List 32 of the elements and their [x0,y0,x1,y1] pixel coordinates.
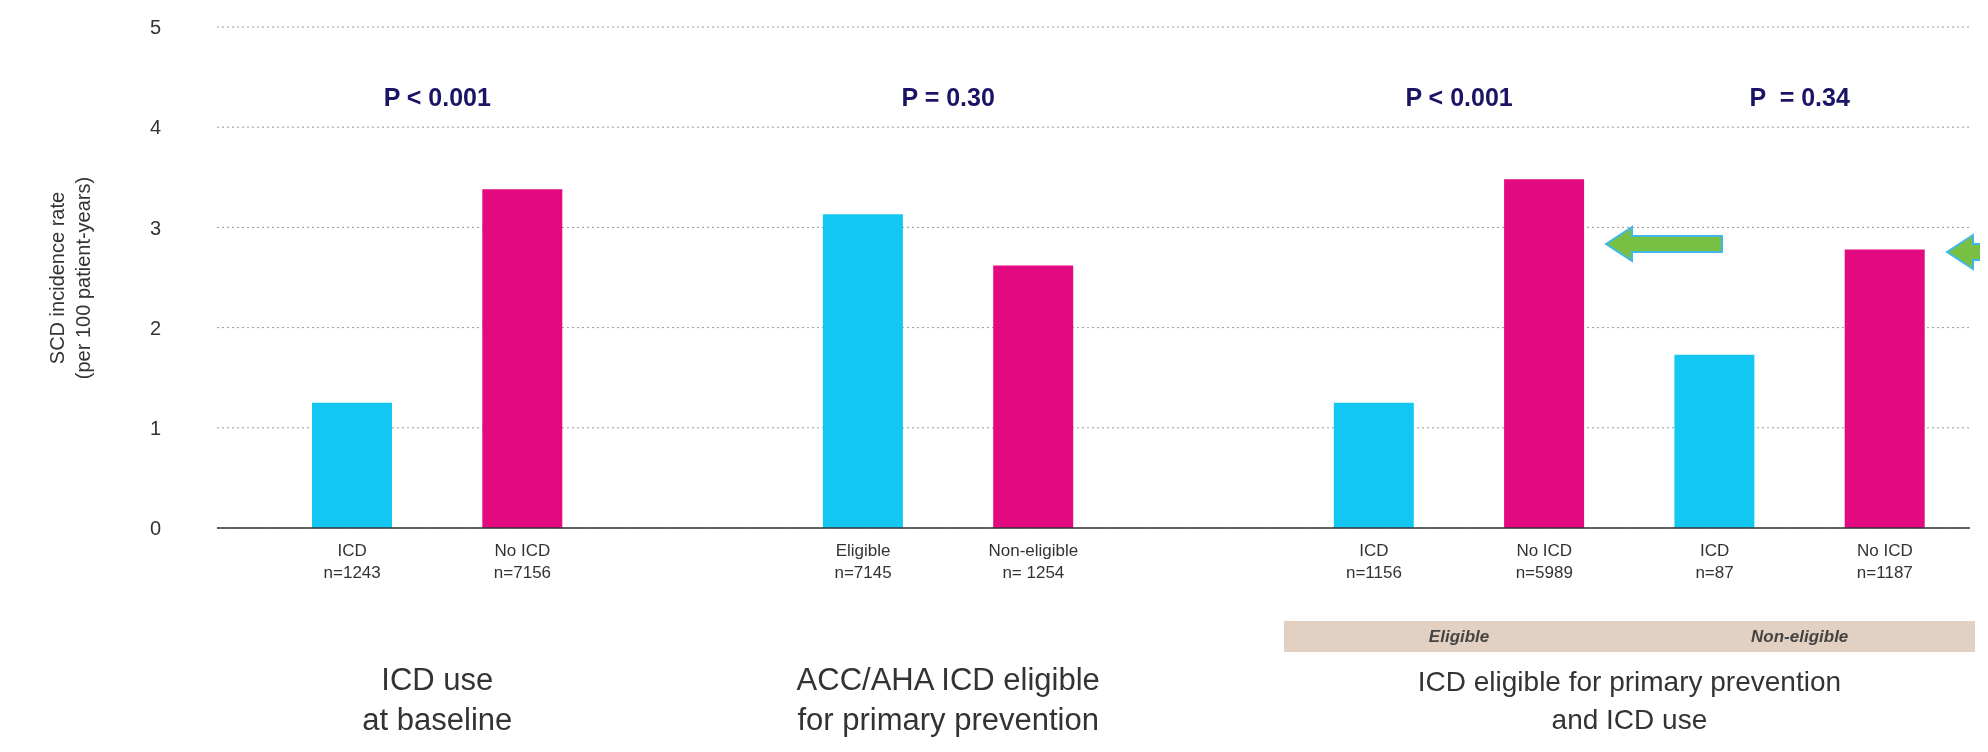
x-tick-label: No ICD n=1187 [1856,541,1913,582]
y-tick-label: 5 [149,16,161,39]
y-tick-label: 2 [149,316,161,339]
annotation: P < 0.001 [383,83,491,112]
annotation: P < 0.001 [1405,83,1513,112]
bar [1504,179,1585,528]
text: ICD use at baseline [362,661,513,739]
bar [1674,354,1755,528]
bar [482,189,563,528]
y-tick-label: 4 [149,116,161,139]
annotation: P = 0.34 [1749,83,1850,112]
x-tick-label: Eligible n=7145 [834,541,892,582]
bar [993,265,1074,528]
y-tick-label: 3 [149,216,161,239]
bar [312,402,392,528]
x-tick-label: ICD n=1243 [323,541,381,582]
x-tick-label: ICD n=1156 [1345,541,1402,582]
y-tick-label: 0 [149,517,161,540]
y-axis-title: SCD incidence rate (per 100 patient-years) [45,176,95,379]
bar [822,214,903,528]
x-tick-label: No ICD n=7156 [493,541,552,582]
bar [1844,249,1925,528]
x-tick-label: Non-eligible n= 1254 [988,541,1079,582]
text: ICD eligible for primary prevention and ICD use [1417,665,1842,737]
bar [1333,402,1414,528]
text: Non-eligible [1624,621,1975,652]
annotation: P = 0.30 [901,83,995,112]
x-tick-label: No ICD n=5989 [1515,541,1573,582]
y-tick-label: 1 [149,416,161,439]
x-tick-label: ICD n=87 [1695,541,1734,582]
text: ACC/AHA ICD eligible for primary prevention [796,661,1100,739]
text: Eligible [1283,621,1635,652]
